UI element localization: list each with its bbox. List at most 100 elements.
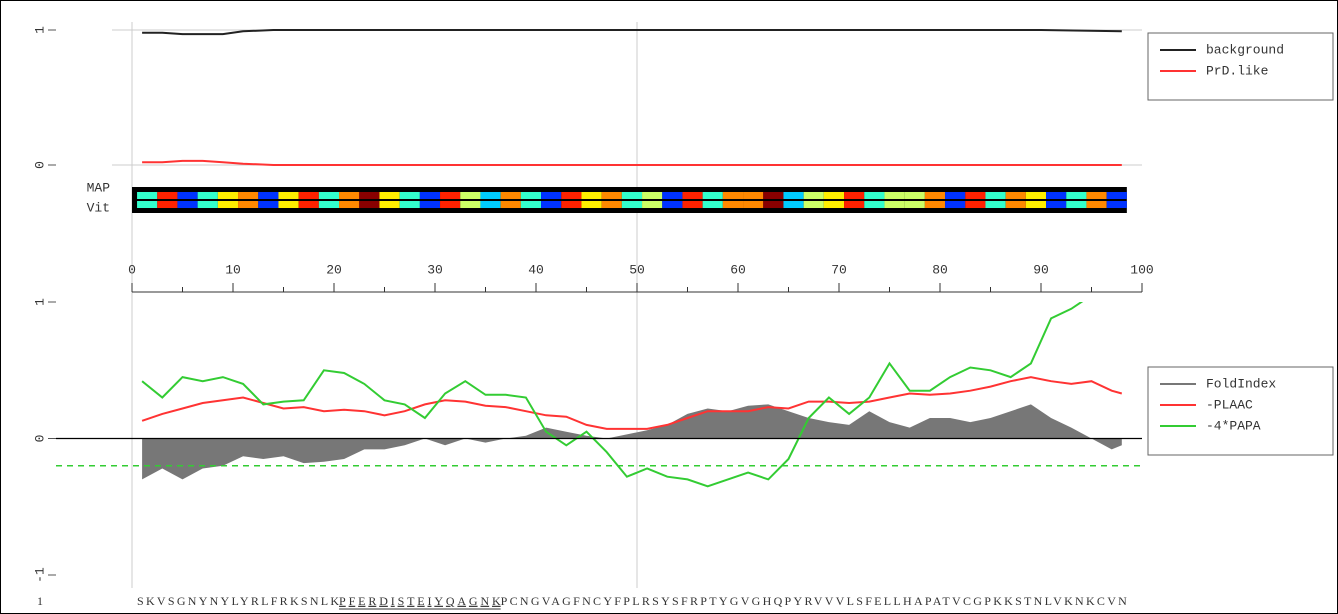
track-cell — [621, 192, 643, 199]
x-tick-label: 0 — [128, 262, 136, 277]
track-cell — [965, 192, 986, 199]
track-cell — [965, 201, 986, 208]
track-cell — [884, 201, 905, 208]
track-cell — [440, 192, 461, 199]
track-cell — [763, 201, 784, 208]
track-cell — [763, 192, 784, 199]
track-label: MAP — [87, 180, 111, 195]
track-cell — [783, 192, 804, 199]
track-cell — [298, 192, 319, 199]
track-cell — [339, 192, 360, 199]
track-cell — [460, 201, 481, 208]
legend-box — [1147, 32, 1334, 101]
track-cell — [945, 192, 966, 199]
track-cell — [500, 192, 521, 199]
track-cell — [642, 201, 663, 208]
track-cell — [904, 201, 925, 208]
x-tick-label: 30 — [427, 262, 443, 277]
track-cell — [743, 201, 764, 208]
track-cell — [823, 201, 845, 208]
track-cell — [722, 201, 744, 208]
track-cell — [399, 192, 420, 199]
track-cell — [1106, 192, 1127, 199]
track-cell — [541, 192, 562, 199]
sequence-part: PCNGVAGFNCYFPLRSYSFRPTYGVGHQPYRVVVLSFELL… — [501, 594, 1128, 608]
sequence-part: PFERDISTEIYQAGNK — [339, 594, 501, 608]
track-cell — [419, 201, 441, 208]
track-cell — [278, 192, 299, 199]
track-cell — [217, 201, 239, 208]
x-tick-label: 70 — [831, 262, 847, 277]
track-bg — [132, 187, 1127, 213]
track-cell — [359, 192, 380, 199]
y-tick-label: 0 — [32, 161, 47, 169]
x-tick-label: 100 — [1130, 262, 1153, 277]
track-cell — [278, 201, 299, 208]
track-cell — [642, 192, 663, 199]
track-cell — [844, 192, 865, 199]
track-cell — [339, 201, 360, 208]
legend-box — [1147, 366, 1334, 456]
legend-label: -PLAAC — [1206, 397, 1253, 412]
track-cell — [137, 192, 158, 199]
x-tick-label: 20 — [326, 262, 342, 277]
track-cell — [419, 192, 441, 199]
track-cell — [1046, 192, 1067, 199]
track-cell — [904, 192, 925, 199]
track-cell — [682, 192, 703, 199]
track-cell — [238, 201, 259, 208]
x-tick-label: 10 — [225, 262, 241, 277]
track-cell — [621, 201, 643, 208]
track-cell — [460, 192, 481, 199]
track-cell — [318, 201, 340, 208]
track-cell — [359, 201, 380, 208]
track-cell — [803, 201, 824, 208]
track-cell — [601, 192, 622, 199]
x-tick-label: 80 — [932, 262, 948, 277]
track-cell — [137, 201, 158, 208]
track-cell — [561, 192, 582, 199]
track-cell — [581, 192, 602, 199]
track-cell — [197, 201, 218, 208]
x-tick-label: 60 — [730, 262, 746, 277]
track-cell — [1046, 201, 1067, 208]
track-cell — [783, 201, 804, 208]
track-cell — [1086, 201, 1107, 208]
line — [141, 302, 1084, 488]
area — [142, 404, 1122, 480]
track-cell — [520, 201, 542, 208]
track-cell — [844, 201, 865, 208]
track-cell — [480, 201, 501, 208]
track-cell — [722, 192, 744, 199]
track-cell — [662, 192, 683, 199]
track-cell — [197, 192, 218, 199]
track-cell — [743, 192, 764, 199]
track-cell — [399, 201, 420, 208]
legend-label: background — [1206, 42, 1284, 57]
line — [141, 376, 1123, 430]
track-cell — [258, 192, 279, 199]
track-cell — [1086, 192, 1107, 199]
track-cell — [541, 201, 562, 208]
track-cell — [884, 192, 905, 199]
y-tick-label: 1 — [32, 298, 47, 306]
track-cell — [702, 192, 723, 199]
track-cell — [177, 201, 198, 208]
track-cell — [803, 192, 824, 199]
track-cell — [924, 192, 946, 199]
track-cell — [985, 192, 1006, 199]
track-cell — [702, 201, 723, 208]
track-cell — [520, 192, 542, 199]
track-cell — [318, 192, 340, 199]
track-cell — [945, 201, 966, 208]
track-cell — [379, 192, 400, 199]
track-cell — [662, 201, 683, 208]
track-cell — [238, 192, 259, 199]
y-tick-label: -1 — [32, 567, 47, 583]
track-cell — [561, 201, 582, 208]
y-tick-label: 1 — [32, 26, 47, 34]
track-cell — [379, 201, 400, 208]
track-cell — [1106, 201, 1127, 208]
line — [142, 159, 1122, 166]
